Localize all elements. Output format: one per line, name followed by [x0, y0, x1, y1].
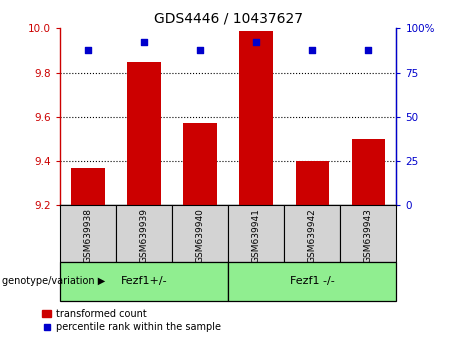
Bar [284, 205, 340, 262]
Point [196, 47, 204, 52]
Bar [296, 161, 329, 205]
Bar [228, 205, 284, 262]
Point [309, 47, 316, 52]
Point [365, 47, 372, 52]
Point [253, 40, 260, 45]
Bar [239, 30, 273, 205]
Text: GSM639940: GSM639940 [195, 208, 205, 263]
Point [140, 40, 148, 45]
Bar [172, 205, 228, 262]
Point [84, 47, 92, 52]
Bar [127, 62, 161, 205]
Bar [60, 262, 228, 301]
Text: GSM639939: GSM639939 [140, 208, 148, 263]
Text: Fezf1+/-: Fezf1+/- [121, 276, 167, 286]
Legend: transformed count, percentile rank within the sample: transformed count, percentile rank withi… [42, 309, 221, 332]
Bar [60, 205, 116, 262]
Text: GSM639943: GSM639943 [364, 208, 373, 263]
Bar [183, 124, 217, 205]
Text: genotype/variation ▶: genotype/variation ▶ [2, 276, 106, 286]
Bar [352, 139, 385, 205]
Title: GDS4446 / 10437627: GDS4446 / 10437627 [154, 12, 303, 26]
Text: GSM639938: GSM639938 [83, 208, 93, 263]
Text: Fezf1 -/-: Fezf1 -/- [290, 276, 335, 286]
Text: GSM639941: GSM639941 [252, 208, 261, 263]
Text: GSM639942: GSM639942 [308, 208, 317, 263]
Bar [340, 205, 396, 262]
Bar [71, 168, 105, 205]
Bar [228, 262, 396, 301]
Bar [116, 205, 172, 262]
